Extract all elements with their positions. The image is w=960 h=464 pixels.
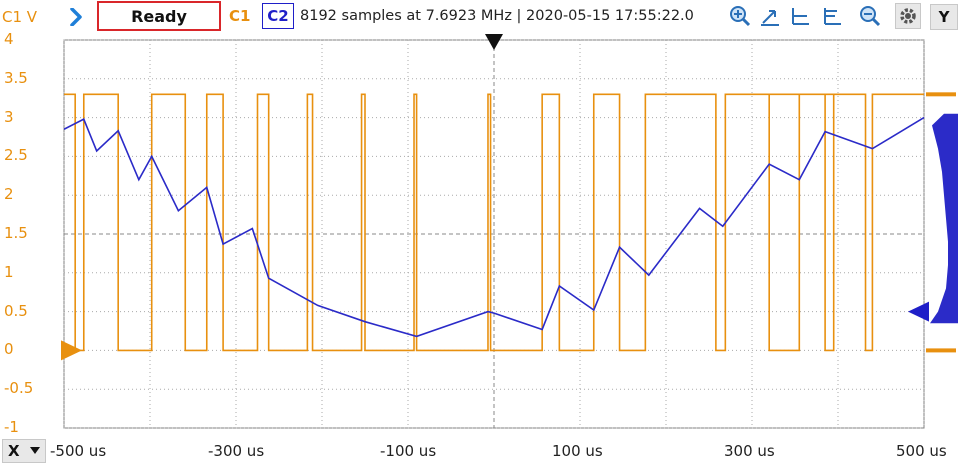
cursor-both-button[interactable]	[819, 3, 845, 29]
x-tick-label: 500 us	[896, 442, 947, 460]
y-tick-label: 2.5	[4, 146, 28, 165]
status-indicator[interactable]: Ready	[97, 1, 221, 31]
x-tick-label: -500 us	[50, 442, 107, 460]
zoom-in-button[interactable]	[727, 3, 753, 29]
x-tick-label: -100 us	[380, 442, 437, 460]
x-axis-button-label: X	[8, 442, 20, 460]
cursor-up-icon	[761, 10, 779, 26]
ch2-offset-marker	[908, 301, 929, 322]
y-tick-label: 0	[4, 340, 14, 359]
x-axis-button[interactable]: X	[2, 439, 46, 463]
zoom-out-button[interactable]	[857, 3, 883, 29]
zoom-out-icon	[860, 6, 881, 27]
ch1-histogram-low	[926, 348, 956, 353]
plot-markers	[61, 34, 958, 361]
zoom-in-icon	[730, 6, 751, 27]
cursor-align-both-icon	[824, 8, 841, 25]
ch2-histogram	[930, 113, 958, 324]
x-tick-label: 100 us	[552, 442, 603, 460]
series-c2-trace	[63, 116, 925, 338]
acquisition-info: 8192 samples at 7.6923 MHz | 2020-05-15 …	[300, 8, 694, 24]
y-tick-label: 0.5	[4, 301, 28, 320]
toolbar: C1 V Ready C1 C2 8192 samples at 7.6923 …	[0, 0, 960, 34]
x-tick-label: 300 us	[724, 442, 775, 460]
channel-scale-label: C1 V	[2, 8, 38, 26]
channel-2-button[interactable]: C2	[262, 3, 294, 29]
y-tick-label: 3	[4, 107, 14, 126]
y-tick-label: 1	[4, 262, 14, 281]
y-tick-label: 2	[4, 185, 14, 204]
run-button[interactable]	[66, 5, 88, 29]
y-tick-label: -0.5	[4, 379, 34, 398]
settings-gear-icon	[900, 8, 916, 24]
run-icon	[70, 8, 82, 26]
y-tick-label: 1.5	[4, 224, 28, 242]
y-tick-label: -1	[4, 418, 19, 436]
ch1-offset-marker	[61, 340, 82, 361]
y-axis-button[interactable]: Y	[930, 4, 958, 30]
cursor-up-button[interactable]	[757, 3, 783, 29]
y-tick-label: 4	[4, 30, 14, 48]
ch1-histogram-high	[926, 92, 956, 97]
series-c1-trace	[64, 93, 924, 352]
x-tick-label: -300 us	[208, 442, 265, 460]
settings-button[interactable]	[895, 3, 921, 29]
dropdown-chevron-icon	[30, 447, 40, 454]
plot-series	[63, 93, 925, 352]
cursor-align-left-icon	[792, 8, 809, 25]
y-tick-label: 3.5	[4, 68, 28, 87]
cursor-left-button[interactable]	[787, 3, 813, 29]
plot-grid	[63, 39, 925, 429]
trigger-position-marker	[485, 34, 503, 50]
channel-1-button[interactable]: C1	[229, 7, 251, 25]
